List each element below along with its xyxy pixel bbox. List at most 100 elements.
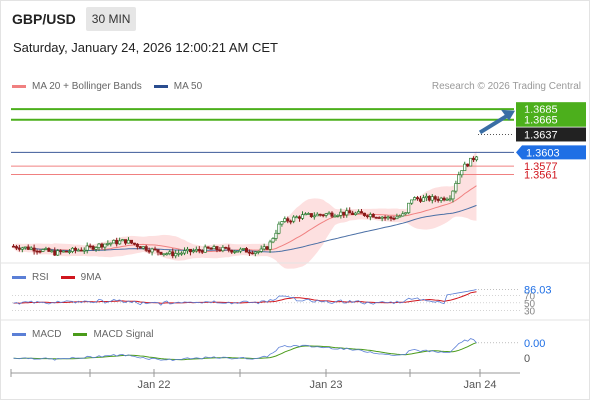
candle-body [35, 250, 39, 253]
candle-body [191, 250, 195, 253]
candle-body [395, 216, 399, 220]
support-price-label: 1.3561 [524, 170, 558, 182]
candle-body [415, 197, 420, 200]
candle-body [194, 249, 198, 252]
candle-body [126, 239, 131, 244]
candle-body [82, 249, 86, 252]
candle-body [327, 212, 331, 215]
candle-body [233, 251, 237, 253]
candle-body [280, 221, 284, 225]
candle-body [351, 212, 355, 215]
candle-body [359, 211, 364, 214]
pivot-price-tag [516, 145, 586, 160]
candle-body [345, 210, 349, 216]
candle-body [424, 195, 428, 199]
candle-body [62, 250, 66, 253]
bollinger-band [13, 150, 477, 269]
rsi-last-label: 86.03 [524, 284, 552, 296]
candle-body [380, 216, 384, 219]
macd-signal-line [13, 342, 477, 361]
macd-line [13, 338, 477, 362]
candle-body [357, 211, 361, 214]
candle-body [124, 239, 128, 244]
forecast-arrow-head [501, 109, 515, 121]
candle-body [100, 243, 104, 248]
candle-body [218, 249, 222, 252]
candle-body [115, 240, 119, 245]
candle-body [188, 248, 192, 253]
candle-body [182, 250, 187, 254]
candle-body [472, 157, 476, 161]
candle-body [457, 174, 461, 184]
candle-body [159, 251, 163, 255]
macd-zero-label: 0 [524, 353, 530, 365]
candle-body [230, 249, 234, 253]
candle-body [371, 214, 375, 218]
candle-body [47, 248, 51, 252]
timeframe-button[interactable]: 30 MIN [85, 7, 137, 31]
rsi-swatch [12, 276, 26, 279]
legend-label-macd-signal: MACD Signal [93, 329, 154, 340]
candle-body [180, 252, 184, 255]
candle-body [401, 213, 405, 217]
candle-body [289, 220, 293, 223]
candle-body [427, 195, 431, 201]
candle-body [336, 215, 340, 217]
candle-body [333, 215, 337, 218]
candle-body [135, 243, 139, 247]
candle-body [268, 241, 272, 250]
candle-body [206, 246, 210, 249]
candle-body [76, 249, 80, 252]
candle-body [362, 212, 366, 216]
candle-body [97, 243, 101, 248]
candle-body [430, 196, 434, 201]
candle-body [236, 250, 240, 253]
candle-body [150, 248, 154, 253]
forecast-arrow-shaft [478, 114, 509, 135]
candle-body [342, 211, 346, 216]
candle-body [168, 251, 172, 254]
candle-body [418, 198, 423, 202]
candle-body [312, 215, 316, 218]
candle-body [454, 183, 458, 192]
candle-body [439, 197, 443, 201]
candle-body [88, 245, 92, 248]
candle-body [103, 243, 107, 248]
candle-body [50, 250, 54, 253]
candle-body [118, 240, 122, 245]
candle-body [41, 249, 45, 252]
candle-body [129, 239, 133, 244]
candle-body [53, 250, 57, 256]
candle-body [200, 250, 204, 253]
resistance-price-label: 1.3665 [524, 115, 558, 127]
candle-body [466, 163, 470, 167]
candle-body [421, 197, 425, 202]
macd-last-label: 0.00 [524, 338, 545, 350]
candle-body [224, 246, 228, 249]
legend-item-ma20: MA 20 + Bollinger Bands [12, 81, 142, 92]
candle-body [244, 248, 249, 253]
candle-body [209, 247, 213, 250]
candle-body [295, 216, 299, 219]
candle-body [59, 250, 63, 253]
candle-body [306, 213, 310, 215]
candle-body [112, 240, 116, 244]
rsi-tick-label: 70 [524, 291, 536, 302]
x-axis-label: Jan 23 [309, 379, 342, 391]
candle-body [442, 197, 446, 201]
candle-body [324, 213, 328, 216]
candle-body [38, 250, 42, 253]
candle-body [109, 242, 113, 245]
legend-label-rsi-ma: 9MA [80, 272, 102, 283]
candle-body [315, 213, 319, 217]
candle-body [11, 245, 16, 248]
candle-body [259, 248, 263, 252]
rsi-ma-swatch [60, 276, 75, 279]
candle-body [144, 246, 148, 251]
candle-body [147, 250, 151, 253]
candle-body [171, 251, 175, 257]
ma50-swatch [153, 85, 168, 88]
price-legend: MA 20 + Bollinger Bands MA 50 [12, 81, 214, 92]
candle-body [177, 252, 181, 255]
candle-body [70, 247, 75, 252]
